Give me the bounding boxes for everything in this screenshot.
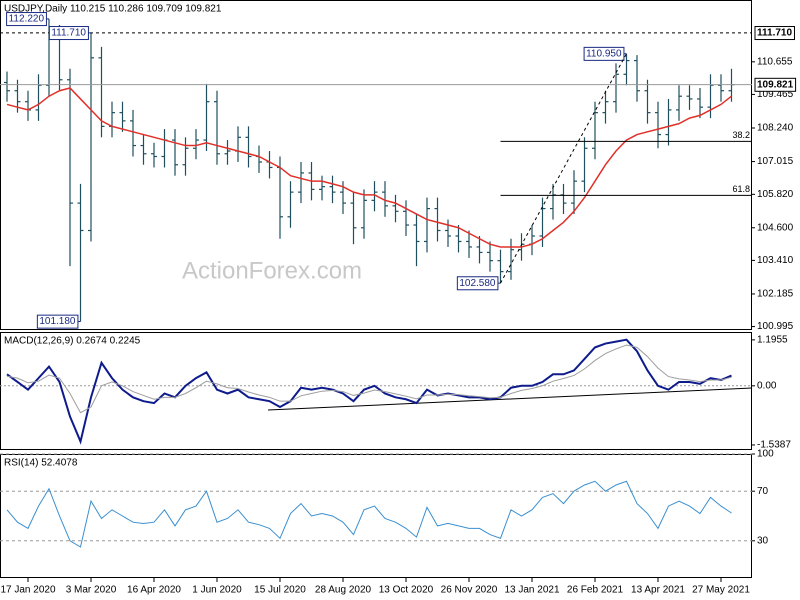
y-tick-label: 103.410: [757, 255, 794, 266]
x-tick-label: 26 Feb 2021: [567, 585, 624, 596]
annotation-label-box: [583, 46, 625, 61]
moving-average: [6, 87, 732, 248]
annotation-label-box: [456, 276, 499, 291]
y-tick-label: 109.465: [757, 89, 794, 100]
price-line-label: 111.710: [757, 28, 792, 39]
annotation-label-box: [6, 12, 47, 27]
price-line-label-box: [754, 26, 795, 41]
macd-trendline: [267, 387, 753, 411]
panel-frame: [0, 454, 752, 578]
swing-line: [500, 53, 627, 284]
annotation-label: 111.710: [51, 28, 86, 39]
watermark: ActionForex.com: [182, 257, 362, 284]
panel-title: MACD(12,26,9) 0.2674 0.2245: [4, 336, 141, 347]
series-line: [6, 344, 732, 414]
y-tick-label: -1.5387: [757, 440, 791, 451]
price-line-label: 109.821: [757, 79, 794, 90]
panel-frame: [0, 332, 752, 450]
panel-title: RSI(14) 52.4078: [4, 458, 78, 469]
annotation-label: 112.220: [9, 14, 45, 25]
x-tick-label: 3 Mar 2020: [66, 585, 117, 596]
x-tick-label: 13 Oct 2020: [379, 585, 434, 596]
y-tick-label: 102.185: [757, 289, 794, 300]
panel-frame: [0, 0, 752, 330]
annotation-label: 102.580: [459, 278, 496, 289]
y-tick-label: 0.00: [757, 380, 777, 391]
annotation-label: 110.950: [586, 48, 622, 59]
y-tick-label: 105.820: [757, 189, 794, 200]
y-tick-label: 107.015: [757, 156, 794, 167]
series-line: [6, 480, 732, 548]
y-tick-label: 108.240: [757, 123, 794, 134]
y-tick-label: 104.600: [757, 222, 794, 233]
y-tick-label: 110.655: [757, 56, 793, 67]
y-tick-label: 1.1955: [757, 335, 788, 346]
annotation-label-box: [48, 26, 89, 41]
series-line: [6, 338, 732, 445]
panel-title: USDJPY,Daily 110.215 110.286 109.709 109…: [4, 4, 222, 15]
fib-label: 38.2: [732, 130, 750, 140]
x-tick-label: 16 Apr 2020: [127, 585, 181, 596]
y-tick-label: 70: [757, 486, 769, 497]
y-tick-label: 100: [757, 449, 774, 460]
x-tick-label: 13 Apr 2021: [631, 585, 685, 596]
x-tick-label: 13 Jan 2021: [504, 585, 559, 596]
x-tick-label: 27 May 2021: [692, 585, 750, 596]
annotation-label: 101.180: [39, 316, 76, 327]
x-tick-label: 17 Jan 2020: [0, 585, 55, 596]
y-tick-label: 100.995: [757, 321, 794, 332]
annotation-label-box: [36, 314, 79, 329]
x-tick-label: 1 Jun 2020: [192, 585, 242, 596]
price-line-label-box: [754, 77, 797, 92]
fib-label: 61.8: [732, 184, 750, 194]
x-tick-label: 15 Jul 2020: [254, 585, 306, 596]
x-tick-label: 26 Nov 2020: [441, 585, 498, 596]
x-tick-label: 28 Aug 2020: [315, 585, 372, 596]
y-tick-label: 30: [757, 535, 769, 546]
